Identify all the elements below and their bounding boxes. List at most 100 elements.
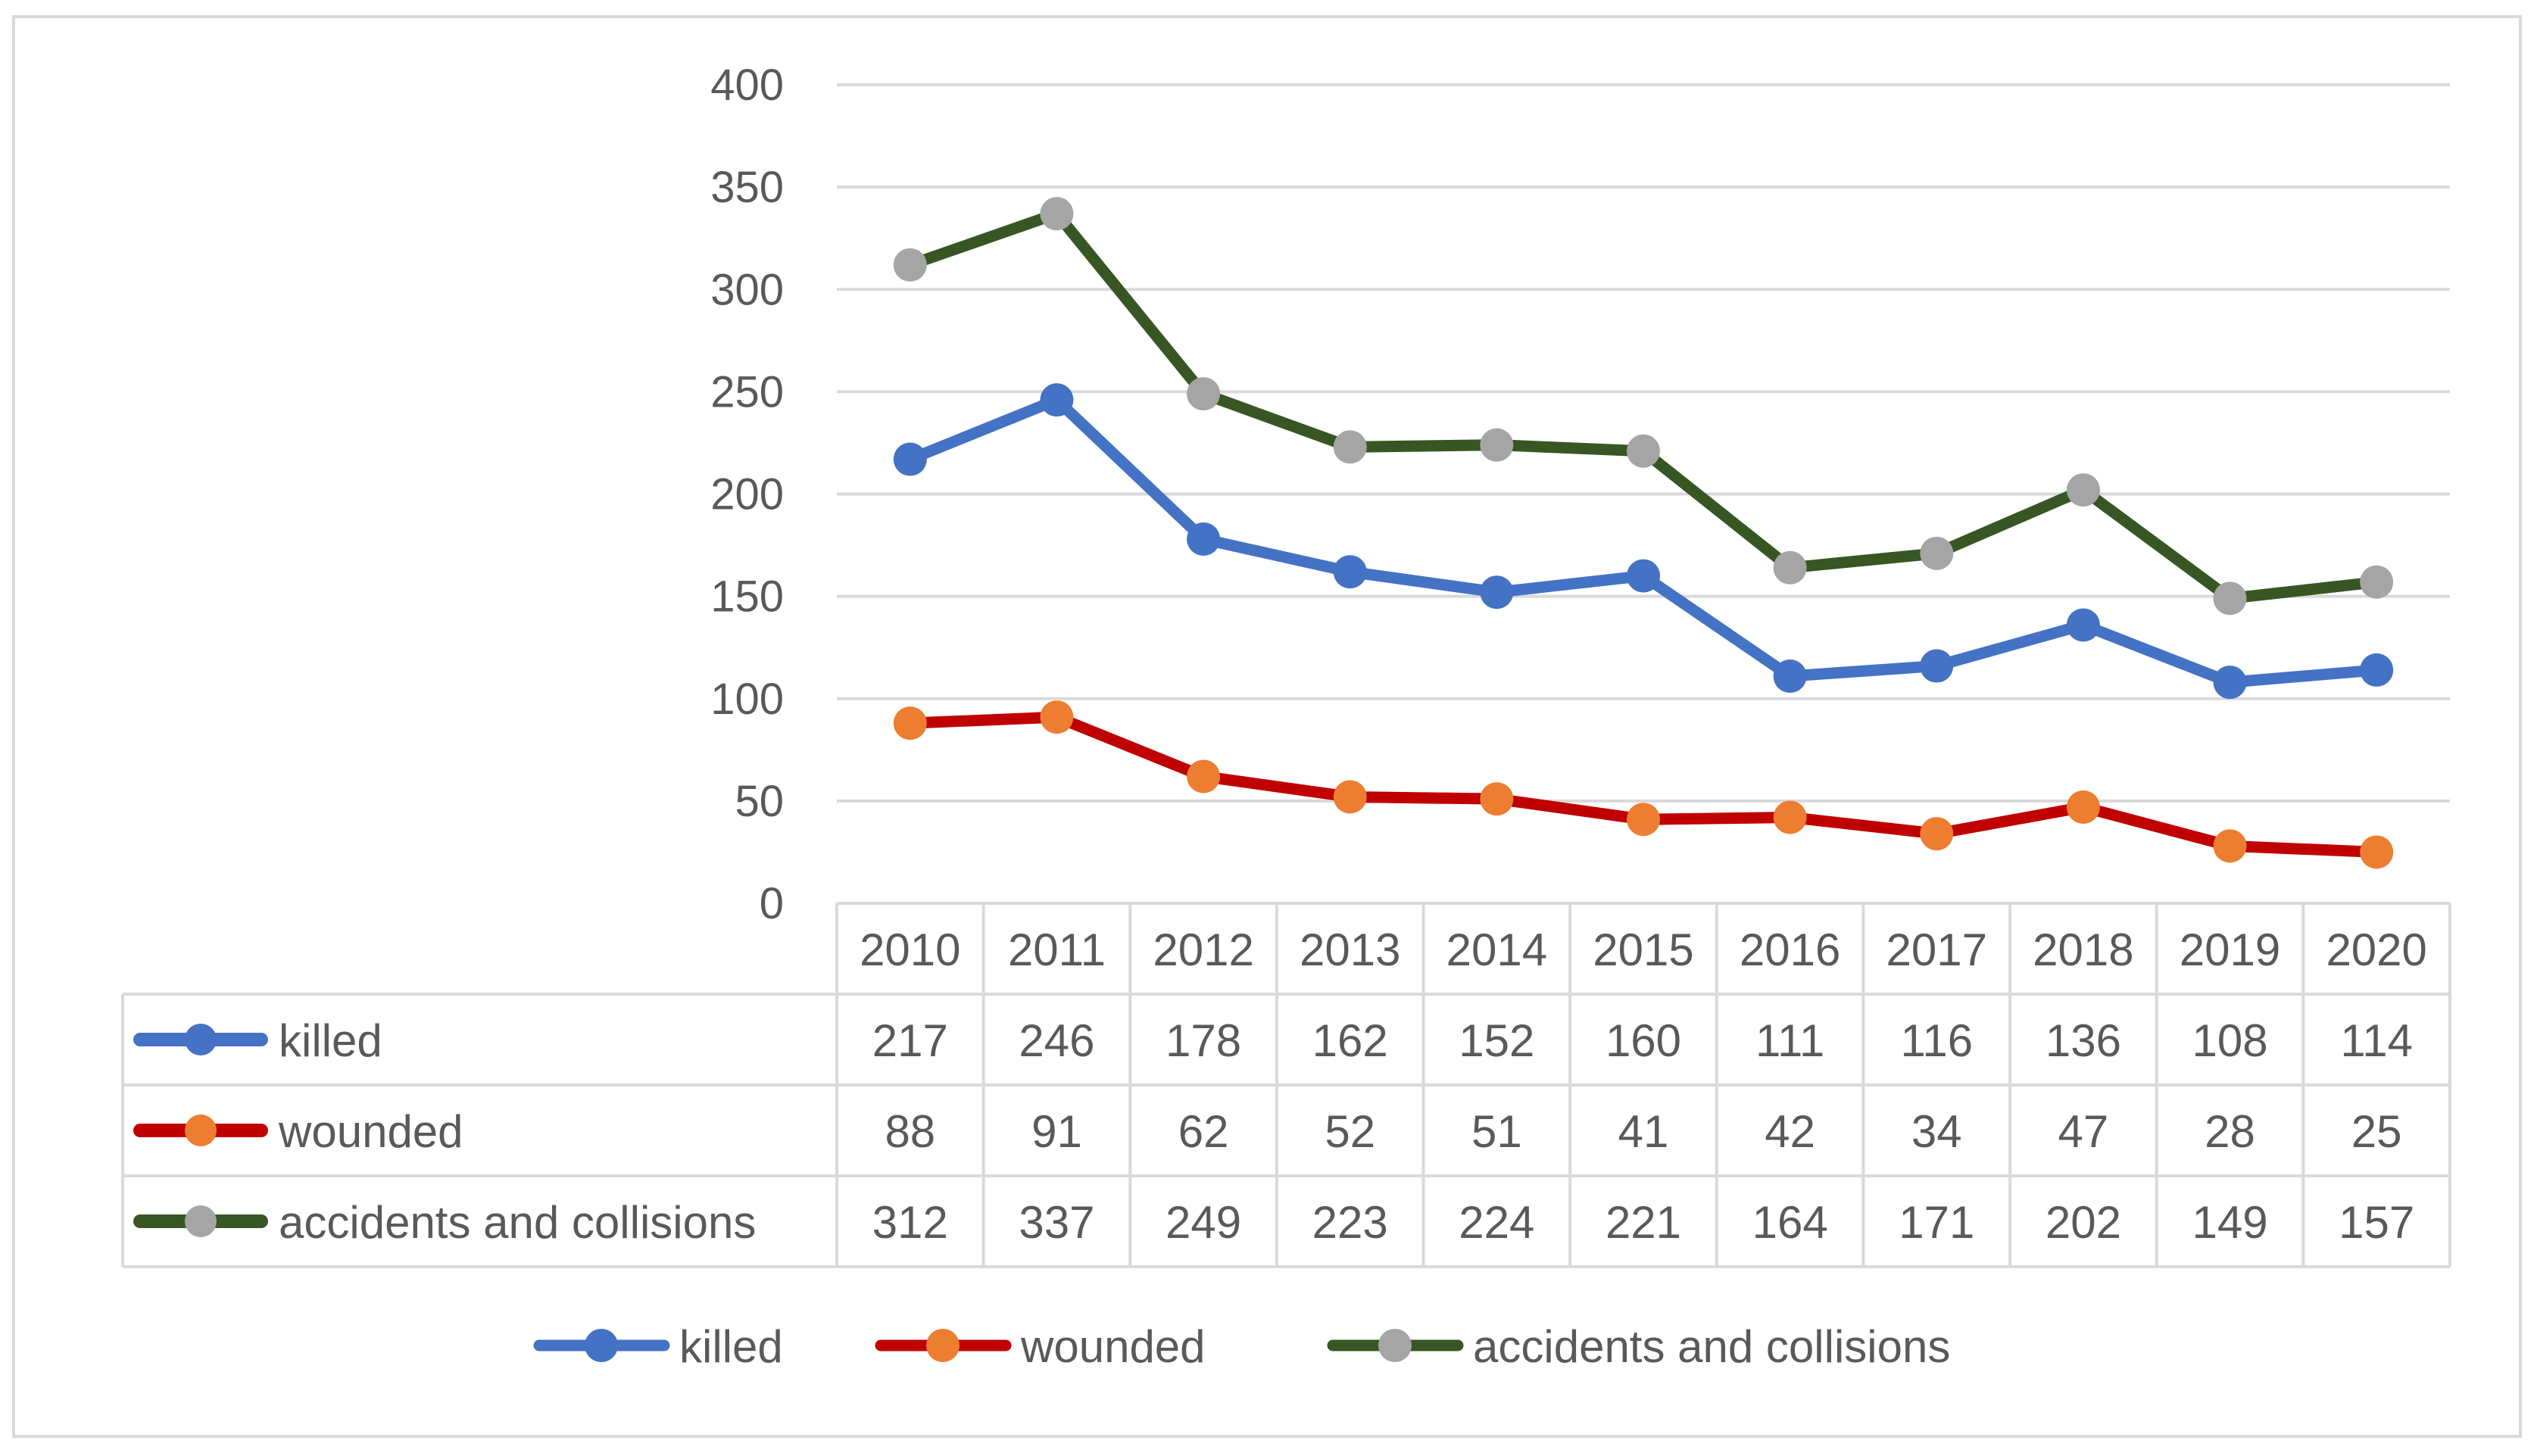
table-cell-value: 157 — [2339, 1197, 2414, 1248]
data-point — [1333, 780, 1367, 814]
x-tick-label: 2012 — [1153, 924, 1253, 975]
legend-marker — [585, 1329, 618, 1362]
data-point — [2360, 653, 2394, 687]
data-point — [1480, 782, 1514, 816]
table-row-name: accidents and collisions — [279, 1197, 756, 1248]
data-point — [1920, 536, 1954, 570]
data-point — [1773, 659, 1807, 694]
table-row-name: killed — [279, 1015, 382, 1066]
table-key-marker — [185, 1115, 217, 1146]
table-cell-value: 108 — [2192, 1015, 2267, 1066]
data-point — [1187, 377, 1221, 411]
y-tick-label: 0 — [760, 879, 784, 928]
table-cell-value: 312 — [872, 1197, 948, 1248]
x-tick-label: 2011 — [1008, 924, 1106, 975]
table-cell-value: 34 — [1911, 1106, 1962, 1157]
table-row-name: wounded — [278, 1106, 463, 1157]
data-point — [2066, 473, 2100, 507]
table-cell-value: 337 — [1019, 1197, 1094, 1248]
y-tick-label: 350 — [710, 163, 784, 212]
legend-label: wounded — [1020, 1321, 1206, 1372]
table-cell-value: 152 — [1459, 1015, 1534, 1066]
data-point — [1040, 197, 1074, 231]
legend-marker — [1378, 1329, 1412, 1362]
data-point — [1480, 575, 1514, 610]
y-axis: 0 50 100 150 200 250 300 350 400 — [710, 61, 784, 928]
table-cell-value: 111 — [1755, 1015, 1824, 1066]
table-key-marker — [185, 1024, 217, 1055]
legend-label: accidents and collisions — [1473, 1321, 1950, 1372]
data-point — [1773, 800, 1807, 834]
data-point — [893, 706, 927, 740]
x-tick-label: 2016 — [1740, 924, 1840, 975]
chart-border — [12, 15, 2522, 1438]
x-tick-label: 2010 — [860, 924, 960, 975]
table-cell-value: 28 — [2205, 1106, 2255, 1157]
data-point — [2066, 790, 2100, 824]
data-point — [1187, 522, 1221, 556]
table-cell-value: 116 — [1900, 1015, 1973, 1066]
table-cell-value: 224 — [1459, 1197, 1534, 1248]
y-tick-label: 400 — [710, 61, 784, 110]
table-cell-value: 223 — [1312, 1197, 1388, 1248]
data-point — [1627, 434, 1660, 468]
data-point — [1187, 759, 1221, 793]
legend-marker — [926, 1329, 960, 1362]
table-cell-value: 91 — [1031, 1106, 1082, 1157]
table-cell-value: 114 — [2340, 1015, 2413, 1066]
table-cell-value: 88 — [885, 1106, 935, 1157]
x-tick-label: 2013 — [1300, 924, 1400, 975]
table-cell-value: 62 — [1178, 1106, 1229, 1157]
table-cell-value: 149 — [2192, 1197, 2267, 1248]
data-point — [1040, 383, 1074, 417]
data-point — [893, 248, 927, 282]
y-tick-label: 100 — [710, 675, 784, 724]
legend: killed wounded accidents and collisions — [533, 1321, 1950, 1372]
table-cell-value: 249 — [1166, 1197, 1241, 1248]
x-tick-label: 2019 — [2180, 924, 2280, 975]
table-cell-value: 178 — [1166, 1015, 1241, 1066]
data-point — [1773, 550, 1807, 585]
data-point — [2360, 835, 2394, 869]
table-cell-value: 217 — [872, 1015, 948, 1066]
data-point — [1333, 555, 1367, 589]
table-cell-value: 162 — [1312, 1015, 1388, 1066]
x-tick-label: 2020 — [2326, 924, 2426, 975]
data-point — [1040, 700, 1074, 734]
y-tick-label: 300 — [710, 265, 784, 314]
legend-label: killed — [679, 1321, 783, 1372]
x-tick-label: 2015 — [1593, 924, 1693, 975]
table-key-marker — [185, 1205, 217, 1237]
table-cell-value: 171 — [1899, 1197, 1974, 1248]
series-markers — [893, 197, 2394, 869]
x-tick-label: 2014 — [1446, 924, 1547, 975]
table-cell-value: 25 — [2351, 1106, 2402, 1157]
table-cell-value: 160 — [1606, 1015, 1681, 1066]
table-cell-value: 202 — [2046, 1197, 2121, 1248]
gridlines — [837, 83, 2450, 803]
data-point — [2213, 666, 2247, 700]
table-cell-value: 164 — [1752, 1197, 1828, 1248]
table-cell-value: 136 — [2046, 1015, 2121, 1066]
data-point — [1333, 430, 1367, 464]
table-cell-value: 51 — [1471, 1106, 1522, 1157]
data-point — [1920, 817, 1954, 851]
data-table: 2010 2011 2012 2013 2014 2015 2016 2017 2018 2019… — [121, 902, 2451, 1268]
table-cell-value: 41 — [1618, 1106, 1669, 1157]
table-cell-value: 47 — [2058, 1106, 2109, 1157]
data-point — [2213, 581, 2247, 616]
y-tick-label: 200 — [710, 470, 784, 519]
data-point — [2213, 829, 2247, 863]
data-point — [2066, 608, 2100, 642]
data-point — [1920, 649, 1954, 683]
y-tick-label: 50 — [735, 777, 784, 826]
table-cell-value: 52 — [1325, 1106, 1375, 1157]
data-point — [1627, 559, 1660, 593]
table-cell-value: 42 — [1765, 1106, 1815, 1157]
x-tick-label: 2018 — [2033, 924, 2133, 975]
table-cell-value: 221 — [1606, 1197, 1681, 1248]
data-point — [1627, 803, 1660, 837]
y-tick-label: 150 — [710, 572, 784, 622]
x-tick-label: 2017 — [1886, 924, 1987, 975]
